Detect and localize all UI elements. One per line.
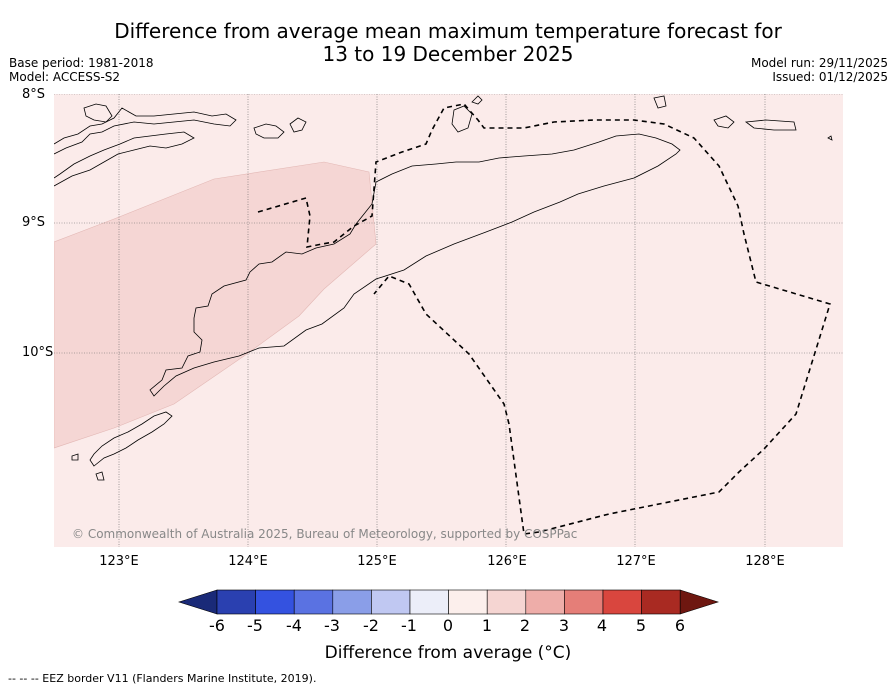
- lon-label-126e: 126°E: [487, 554, 527, 569]
- lat-label-10s: 10°S: [22, 345, 54, 360]
- cbar-segment: [255, 589, 295, 615]
- lon-label-125e: 125°E: [357, 554, 397, 569]
- cbar-tick-5: 5: [635, 616, 647, 635]
- cbar-tick-2: 2: [519, 616, 531, 635]
- cbar-tick-3: 3: [558, 616, 570, 635]
- lon-label-123e: 123°E: [99, 554, 139, 569]
- meta-right: Model run: 29/11/2025 Issued: 01/12/2025: [751, 56, 888, 84]
- cbar-segment: [409, 589, 449, 615]
- lon-label-127e: 127°E: [616, 554, 656, 569]
- model-run: Model run: 29/11/2025: [750, 56, 888, 70]
- copyright-notice: © Commonwealth of Australia 2025, Bureau…: [72, 527, 578, 541]
- cbar-tick-m1: -1: [401, 616, 417, 635]
- cbar-arrow-high: [679, 589, 719, 615]
- eez-border: [257, 103, 832, 535]
- cbar-tick-m6: -6: [209, 616, 225, 635]
- cbar-tick-4: 4: [596, 616, 608, 635]
- cbar-segment: [371, 589, 411, 615]
- lon-label-128e: 128°E: [745, 554, 785, 569]
- cbar-segment: [525, 589, 565, 615]
- colorbar-title: Difference from average (°C): [324, 643, 572, 663]
- cbar-tick-m4: -4: [286, 616, 302, 635]
- cbar-tick-6: 6: [674, 616, 686, 635]
- cbar-tick-0: 0: [442, 616, 454, 635]
- cbar-tick-m2: -2: [363, 616, 379, 635]
- cbar-segment: [564, 589, 604, 615]
- lat-label-9s: 9°S: [22, 215, 46, 230]
- model-name: Model: ACCESS-S2: [9, 70, 121, 84]
- cbar-segment: [293, 589, 334, 615]
- eez-legend: -- -- -- EEZ border V11 (Flanders Marine…: [8, 672, 317, 685]
- coastlines: [54, 95, 833, 481]
- cbar-tick-m5: -5: [247, 616, 263, 635]
- title-line-1: Difference from average mean maximum tem…: [114, 19, 782, 43]
- cbar-segment: [641, 589, 681, 615]
- cbar-segment: [486, 589, 527, 615]
- chart-title: Difference from average mean maximum tem…: [0, 20, 896, 66]
- lat-label-8s: 8°S: [22, 87, 46, 102]
- cbar-segment: [602, 589, 642, 615]
- cbar-tick-m3: -3: [324, 616, 340, 635]
- issued-date: Issued: 01/12/2025: [772, 70, 888, 84]
- forecast-map: [54, 94, 843, 547]
- lon-label-124e: 124°E: [228, 554, 268, 569]
- base-period: Base period: 1981-2018: [9, 56, 154, 70]
- cbar-tick-1: 1: [481, 616, 493, 635]
- colorbar: [178, 589, 719, 615]
- gridlines: [54, 94, 843, 547]
- cbar-segment: [332, 589, 372, 615]
- cbar-arrow-low: [178, 589, 218, 615]
- meta-left: Base period: 1981-2018 Model: ACCESS-S2: [9, 56, 154, 84]
- cbar-segment: [448, 589, 488, 615]
- cbar-segment: [216, 589, 256, 615]
- title-line-2: 13 to 19 December 2025: [322, 42, 574, 66]
- warm-anomaly-region: [54, 161, 377, 449]
